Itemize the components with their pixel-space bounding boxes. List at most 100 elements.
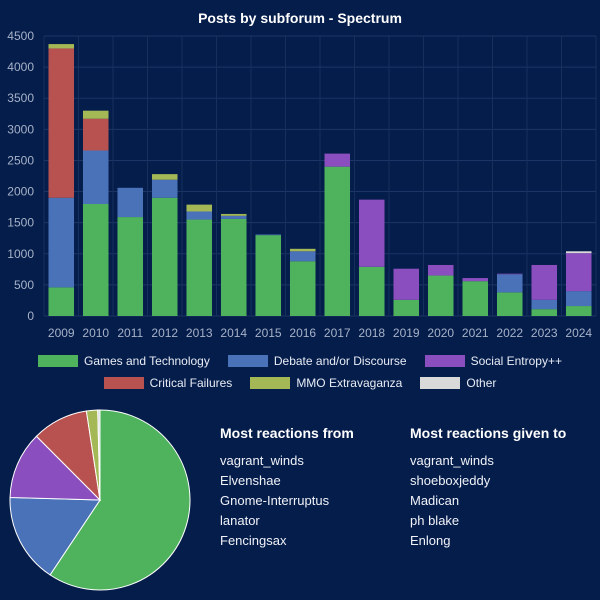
bar-segment[interactable] <box>186 219 213 316</box>
most-reactions-from-panel: Most reactions from vagrant_winds Elvens… <box>220 425 354 553</box>
bar-segment[interactable] <box>496 292 523 316</box>
bar-segment[interactable] <box>48 287 75 316</box>
bar-segment[interactable] <box>324 166 351 316</box>
bar-segment[interactable] <box>565 251 592 254</box>
pie-slices <box>9 409 191 591</box>
bar-segment[interactable] <box>289 248 316 252</box>
x-tick-label: 2012 <box>151 326 178 340</box>
bar-segment[interactable] <box>82 204 109 316</box>
most-reactions-given-panel: Most reactions given to vagrant_winds sh… <box>410 425 566 553</box>
bar-segment[interactable] <box>151 197 178 316</box>
legend-row-2: Critical Failures MMO Extravaganza Other <box>0 372 600 394</box>
bar-segment[interactable] <box>565 306 592 316</box>
legend-label: Debate and/or Discourse <box>273 354 407 368</box>
bar-segment[interactable] <box>531 309 558 316</box>
chart-legend: Games and Technology Debate and/or Disco… <box>0 350 600 394</box>
list-item: vagrant_winds <box>410 453 494 468</box>
pie-slice[interactable] <box>9 435 102 501</box>
pie-slice[interactable] <box>9 496 101 576</box>
pie-slice[interactable] <box>97 409 101 501</box>
x-tick-label: 2009 <box>48 326 75 340</box>
pie-slice[interactable] <box>49 409 191 591</box>
legend-swatch <box>227 355 268 367</box>
most-reactions-from-title: Most reactions from <box>220 425 354 441</box>
y-tick-label: 3500 <box>7 91 34 105</box>
list-item: Elvenshae <box>220 473 281 488</box>
bar-segment[interactable] <box>393 299 420 316</box>
bar-segment[interactable] <box>151 174 178 180</box>
legend-label: Other <box>466 376 497 390</box>
legend-label: Social Entropy++ <box>470 354 562 368</box>
y-tick-label: 2500 <box>7 153 34 167</box>
y-tick-label: 4000 <box>7 60 34 74</box>
legend-row-1: Games and Technology Debate and/or Disco… <box>0 350 600 372</box>
x-tick-label: 2010 <box>82 326 109 340</box>
most-reactions-given-title: Most reactions given to <box>410 425 567 441</box>
legend-item-debate[interactable]: Debate and/or Discourse <box>227 354 407 368</box>
bar-segment[interactable] <box>393 268 420 300</box>
legend-swatch <box>424 355 465 367</box>
x-tick-label: 2017 <box>324 326 351 340</box>
y-tick-label: 2000 <box>7 185 34 199</box>
legend-label: MMO Extravaganza <box>296 376 403 390</box>
bar-segment[interactable] <box>462 278 489 282</box>
bar-segment[interactable] <box>289 251 316 262</box>
bar-chart: Posts by subforum - Spectrum 0 500 1000 150… <box>7 10 597 340</box>
legend-label: Games and Technology <box>84 354 210 368</box>
bar-segment[interactable] <box>186 204 213 212</box>
bar-segment[interactable] <box>255 234 282 236</box>
legend-item-games[interactable]: Games and Technology <box>38 354 210 368</box>
bar-segment[interactable] <box>82 150 109 204</box>
bar-segment[interactable] <box>82 110 109 119</box>
x-tick-label: 2018 <box>358 326 385 340</box>
bar-segment[interactable] <box>117 187 144 218</box>
bar-segment[interactable] <box>496 273 523 275</box>
list-item: vagrant_winds <box>220 453 304 468</box>
bar-segment[interactable] <box>151 179 178 198</box>
bars <box>48 44 592 316</box>
bar-segment[interactable] <box>220 218 247 316</box>
bar-segment[interactable] <box>220 213 247 216</box>
y-tick-label: 1000 <box>7 247 34 261</box>
bar-segment[interactable] <box>324 153 351 167</box>
bar-segment[interactable] <box>427 264 454 276</box>
bar-segment[interactable] <box>186 211 213 220</box>
chart-title: Posts by subforum - Spectrum <box>198 10 402 26</box>
y-tick-label: 1500 <box>7 216 34 230</box>
legend-swatch <box>250 377 291 389</box>
x-tick-label: 2020 <box>427 326 454 340</box>
y-tick-label: 3000 <box>7 122 34 136</box>
bar-segment[interactable] <box>358 266 385 316</box>
legend-item-social[interactable]: Social Entropy++ <box>424 354 562 368</box>
x-tick-label: 2024 <box>565 326 592 340</box>
bar-segment[interactable] <box>531 264 558 300</box>
bar-segment[interactable] <box>117 217 144 316</box>
legend-item-mmo[interactable]: MMO Extravaganza <box>250 376 402 390</box>
bar-segment[interactable] <box>82 118 109 151</box>
bar-segment[interactable] <box>255 235 282 316</box>
x-tick-label: 2019 <box>393 326 420 340</box>
legend-item-critical[interactable]: Critical Failures <box>103 376 233 390</box>
bar-segment[interactable] <box>289 261 316 316</box>
legend-item-other[interactable]: Other <box>420 376 496 390</box>
legend-swatch <box>38 355 78 367</box>
gridlines <box>43 35 597 317</box>
bar-segment[interactable] <box>565 253 592 292</box>
list-item: Gnome-Interruptus <box>220 493 330 508</box>
bar-segment[interactable] <box>427 275 454 316</box>
y-tick-label: 4500 <box>7 29 34 43</box>
legend-swatch <box>103 377 144 389</box>
bar-segment[interactable] <box>462 281 489 316</box>
x-tick-label: 2014 <box>220 326 247 340</box>
x-tick-label: 2015 <box>255 326 282 340</box>
bar-segment[interactable] <box>48 44 75 49</box>
bar-segment[interactable] <box>220 215 247 219</box>
bar-segment[interactable] <box>496 274 523 293</box>
bar-segment[interactable] <box>358 199 385 267</box>
legend-label: Critical Failures <box>149 376 233 390</box>
bar-segment[interactable] <box>565 291 592 307</box>
bar-segment[interactable] <box>48 48 75 198</box>
bar-segment[interactable] <box>48 197 75 288</box>
bar-segment[interactable] <box>531 299 558 310</box>
x-axis-ticks: 2009 2010 2011 2012 2013 2014 2015 2016 2017 2018… <box>48 326 593 340</box>
